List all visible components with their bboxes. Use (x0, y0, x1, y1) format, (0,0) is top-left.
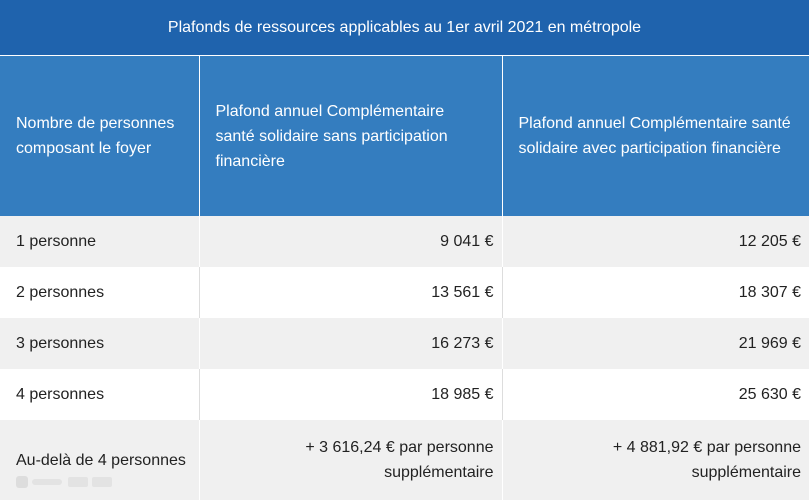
table-caption: Plafonds de ressources applicables au 1e… (0, 0, 809, 56)
table-row: 4 personnes 18 985 € 25 630 € (0, 369, 809, 420)
ceiling-without-participation-cell: 9 041 € (199, 216, 503, 267)
household-size-cell: 1 personne (0, 216, 200, 267)
household-size-cell: 2 personnes (0, 267, 200, 318)
header-ceiling-with-participation: Plafond annuel Complémentaire santé soli… (502, 56, 809, 216)
table-row: 3 personnes 16 273 € 21 969 € (0, 318, 809, 369)
table-row: 1 personne 9 041 € 12 205 € (0, 216, 809, 267)
table-header-row: Nombre de personnes composant le foyer P… (0, 56, 809, 216)
table-row: 2 personnes 13 561 € 18 307 € (0, 267, 809, 318)
resource-ceiling-table: Nombre de personnes composant le foyer P… (0, 56, 809, 500)
ceiling-with-participation-cell: 25 630 € (502, 369, 809, 420)
ceiling-with-participation-cell: 18 307 € (502, 267, 809, 318)
header-household-size: Nombre de personnes composant le foyer (0, 56, 200, 216)
header-ceiling-without-participation: Plafond annuel Complémentaire santé soli… (199, 56, 503, 216)
ceiling-with-participation-cell: 12 205 € (502, 216, 809, 267)
watermark-logo (16, 476, 112, 488)
household-size-cell: Au-delà de 4 personnes (0, 420, 200, 500)
ceiling-with-participation-cell: 21 969 € (502, 318, 809, 369)
ceiling-without-participation-cell: + 3 616,24 € par personne supplémentaire (199, 420, 503, 500)
ceiling-without-participation-cell: 18 985 € (199, 369, 503, 420)
ceiling-with-participation-cell: + 4 881,92 € par personne supplémentaire (502, 420, 809, 500)
ceiling-without-participation-cell: 13 561 € (199, 267, 503, 318)
table-row: Au-delà de 4 personnes + 3 616,24 € par … (0, 420, 809, 500)
ceiling-without-participation-cell: 16 273 € (199, 318, 503, 369)
household-size-cell: 4 personnes (0, 369, 200, 420)
household-size-cell: 3 personnes (0, 318, 200, 369)
